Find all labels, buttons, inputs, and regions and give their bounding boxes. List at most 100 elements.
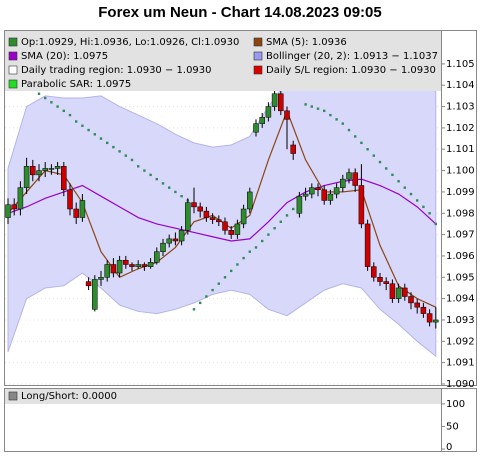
legend-label: Op:1.0929, Hi:1.0936, Lo:1.0926, Cl:1.09… xyxy=(21,37,239,48)
y-tick-label: 1.104 xyxy=(446,80,475,91)
candle-body xyxy=(110,264,117,274)
candle-body xyxy=(166,238,172,244)
sar-dot xyxy=(87,128,90,132)
sar-dot xyxy=(323,109,326,113)
legend-label: Bollinger (20, 2): 1.0913 − 1.1037 xyxy=(266,51,438,62)
sar-dot xyxy=(422,205,425,209)
sar-dot xyxy=(397,180,400,183)
candle-body xyxy=(147,262,154,267)
candle-body xyxy=(340,178,346,188)
sar-dot xyxy=(44,96,47,100)
sar-dot xyxy=(199,301,202,305)
sar-dot xyxy=(81,124,84,127)
candle-body xyxy=(73,208,79,218)
candle-body xyxy=(11,204,17,210)
y-tick-label: 1.098 xyxy=(446,208,475,219)
legend-swatch xyxy=(8,391,18,401)
sar-dot xyxy=(217,282,220,285)
sar-dot xyxy=(403,186,406,189)
y-tick-label: 0 xyxy=(446,442,452,453)
candle-body xyxy=(141,264,148,267)
candle-body xyxy=(377,277,383,282)
sar-dot xyxy=(261,239,264,243)
sar-dot xyxy=(223,276,227,279)
candle-body xyxy=(36,170,42,176)
y-tick-label: 1.093 xyxy=(446,315,475,326)
candle-body xyxy=(48,168,55,170)
candle-body xyxy=(414,302,420,308)
y-tick-label: 50 xyxy=(446,421,459,432)
candle-body xyxy=(197,206,203,212)
y-tick-label: 1.105 xyxy=(446,59,475,70)
candle-body xyxy=(358,185,365,225)
candle-body xyxy=(253,123,259,133)
candle-body xyxy=(240,208,247,225)
y-tick-label: 1.094 xyxy=(446,294,475,305)
candle-body xyxy=(296,195,303,214)
sar-dot xyxy=(230,269,233,273)
legend-swatch xyxy=(8,65,18,75)
candle-body xyxy=(135,264,141,267)
sar-dot xyxy=(68,113,72,117)
sar-dot xyxy=(347,128,351,132)
legend-swatch xyxy=(253,51,263,61)
sar-dot xyxy=(106,141,109,145)
candle-body xyxy=(129,264,135,267)
sar-dot xyxy=(341,122,344,125)
candle-body xyxy=(247,191,253,210)
legend-swatch xyxy=(253,65,263,75)
candle-body xyxy=(290,144,296,154)
sar-dot xyxy=(124,154,127,157)
legend-label: Daily S/L region: 1.0930 − 1.0930 xyxy=(266,65,436,76)
sar-dot xyxy=(409,192,413,196)
sar-dot xyxy=(335,118,338,121)
candle-body xyxy=(433,319,439,323)
sar-dot xyxy=(360,141,363,145)
sar-dot xyxy=(304,103,307,106)
sar-dot xyxy=(372,154,375,157)
sar-dot xyxy=(273,227,276,230)
sar-dot xyxy=(93,133,96,136)
candle-body xyxy=(389,283,396,299)
sar-dot xyxy=(137,165,140,168)
y-tick-label: 1.100 xyxy=(446,166,475,177)
candle-body xyxy=(85,281,92,287)
candle-body xyxy=(54,166,61,169)
sar-dot xyxy=(112,145,115,149)
candle-body xyxy=(5,204,11,218)
candle-body xyxy=(209,217,216,220)
candle-body xyxy=(315,187,321,191)
sar-dot xyxy=(236,263,239,266)
candle-body xyxy=(178,230,185,242)
sar-dot xyxy=(391,173,394,177)
legend-label: SMA (5): 1.0936 xyxy=(266,37,347,48)
y-tick-label: 1.097 xyxy=(446,230,475,241)
candle-body xyxy=(352,172,358,186)
sar-dot xyxy=(316,107,320,110)
candle-body xyxy=(228,230,234,235)
chart-title: Forex um Neun - Chart 14.08.2023 09:05 xyxy=(98,4,381,21)
sar-dot xyxy=(50,101,53,104)
sar-dot xyxy=(385,167,388,170)
sar-dot xyxy=(378,160,382,164)
sar-dot xyxy=(329,113,332,117)
candle-body xyxy=(265,106,272,118)
candle-body xyxy=(185,202,191,231)
candle-body xyxy=(327,193,334,201)
legend-swatch xyxy=(8,51,18,61)
candle-body xyxy=(346,172,352,180)
legend-label: Daily trading region: 1.0930 − 1.0930 xyxy=(21,65,212,76)
candle-body xyxy=(42,168,48,171)
candle-body xyxy=(426,313,433,323)
sar-dot xyxy=(37,92,41,95)
sar-dot xyxy=(254,246,258,249)
legend-swatch xyxy=(8,79,18,89)
candle-body xyxy=(371,266,377,278)
candle-body xyxy=(302,193,309,197)
sar-dot xyxy=(118,150,121,153)
sar-dot xyxy=(310,105,313,108)
candle-body xyxy=(408,296,414,304)
candle-body xyxy=(123,259,129,265)
